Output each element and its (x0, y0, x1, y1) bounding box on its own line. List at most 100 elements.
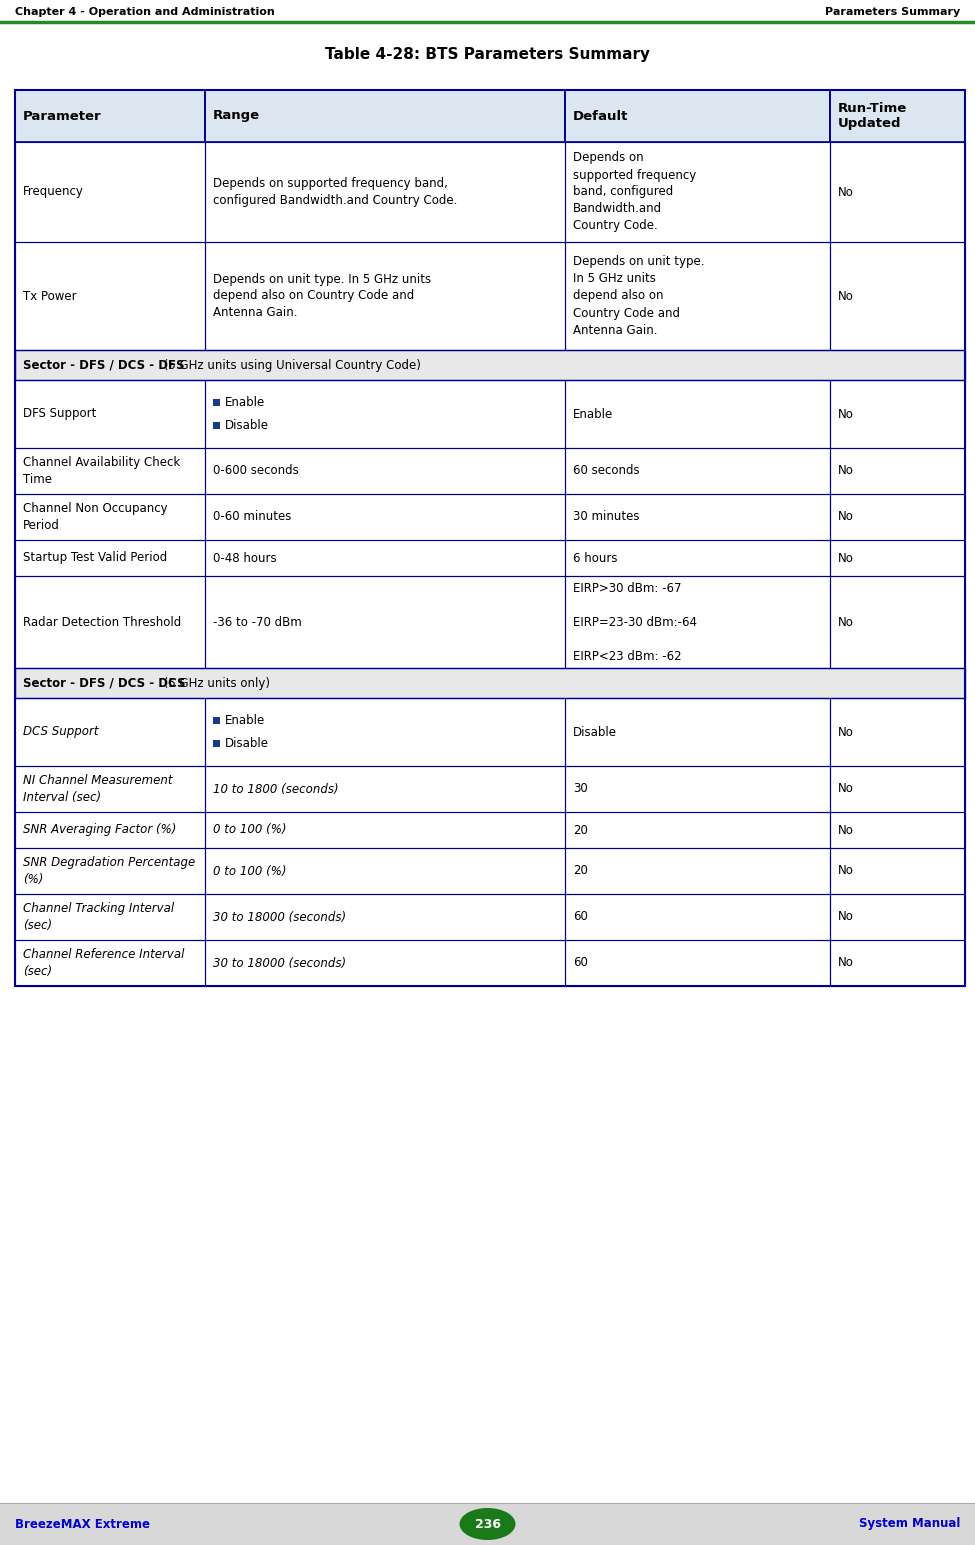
Text: 20: 20 (573, 823, 588, 836)
Bar (565, 448, 830, 494)
Bar (565, 494, 830, 541)
Bar (15, 243, 205, 351)
Bar (830, 698, 965, 766)
Bar (15, 576, 205, 667)
Text: Sector - DFS / DCS - DCS: Sector - DFS / DCS - DCS (23, 677, 185, 689)
Bar (565, 380, 830, 448)
Text: System Manual: System Manual (859, 1517, 960, 1531)
Bar (830, 142, 965, 243)
Bar (830, 380, 965, 448)
Bar (830, 541, 965, 576)
Bar (205, 766, 565, 813)
Bar (830, 243, 965, 351)
Text: Depends on supported frequency band,
configured Bandwidth.and Country Code.: Depends on supported frequency band, con… (213, 178, 457, 207)
Text: No: No (838, 510, 854, 524)
Bar (830, 448, 965, 494)
Text: Enable: Enable (225, 396, 265, 409)
Bar (830, 848, 965, 895)
Bar (205, 243, 565, 351)
Text: 0-48 hours: 0-48 hours (213, 552, 277, 564)
Text: No: No (838, 552, 854, 564)
Bar (213, 422, 220, 430)
Bar (205, 939, 565, 986)
Bar (213, 717, 220, 725)
Bar (15, 494, 205, 541)
Bar (565, 848, 830, 895)
Bar (565, 494, 830, 541)
Bar (15, 939, 205, 986)
Bar (15, 541, 205, 576)
Text: -36 to -70 dBm: -36 to -70 dBm (213, 615, 301, 629)
Bar (15, 895, 205, 939)
Text: Depends on unit type. In 5 GHz units
depend also on Country Code and
Antenna Gai: Depends on unit type. In 5 GHz units dep… (213, 272, 431, 320)
Bar (0, 1503, 975, 1545)
Bar (205, 698, 565, 766)
Bar (205, 90, 565, 142)
Bar (15, 848, 205, 895)
Text: 30 to 18000 (seconds): 30 to 18000 (seconds) (213, 910, 346, 924)
Bar (205, 576, 565, 667)
Bar (830, 766, 965, 813)
Text: EIRP>30 dBm: -67

EIRP=23-30 dBm:-64

EIRP<23 dBm: -62: EIRP>30 dBm: -67 EIRP=23-30 dBm:-64 EIRP… (573, 581, 697, 663)
Bar (205, 698, 565, 766)
Bar (15, 380, 205, 448)
Text: 0 to 100 (%): 0 to 100 (%) (213, 865, 287, 878)
Text: BreezeMAX Extreme: BreezeMAX Extreme (15, 1517, 150, 1531)
Bar (830, 142, 965, 243)
Bar (565, 576, 830, 667)
Text: Disable: Disable (225, 419, 269, 433)
Bar (565, 448, 830, 494)
Text: DCS Support: DCS Support (23, 726, 98, 739)
Text: Startup Test Valid Period: Startup Test Valid Period (23, 552, 168, 564)
Bar (830, 766, 965, 813)
Ellipse shape (459, 1508, 516, 1540)
Bar (15, 766, 205, 813)
Text: 10 to 1800 (seconds): 10 to 1800 (seconds) (213, 782, 338, 796)
Bar (15, 448, 205, 494)
Bar (205, 895, 565, 939)
Bar (15, 813, 205, 848)
Text: Channel Availability Check
Time: Channel Availability Check Time (23, 456, 180, 487)
Text: 60: 60 (573, 910, 588, 924)
Text: 30: 30 (573, 782, 588, 796)
Bar (565, 380, 830, 448)
Bar (830, 813, 965, 848)
Bar (205, 142, 565, 243)
Text: 236: 236 (475, 1517, 500, 1531)
Text: SNR Degradation Percentage
(%): SNR Degradation Percentage (%) (23, 856, 195, 885)
Bar (565, 541, 830, 576)
Bar (205, 243, 565, 351)
Bar (565, 813, 830, 848)
Bar (205, 541, 565, 576)
Bar (205, 848, 565, 895)
Text: Parameter: Parameter (23, 110, 101, 122)
Text: 30 minutes: 30 minutes (573, 510, 640, 524)
Text: 0 to 100 (%): 0 to 100 (%) (213, 823, 287, 836)
Text: Disable: Disable (225, 737, 269, 749)
Bar (565, 848, 830, 895)
Text: No: No (838, 865, 854, 878)
Text: 30 to 18000 (seconds): 30 to 18000 (seconds) (213, 956, 346, 970)
Bar (565, 766, 830, 813)
Text: No: No (838, 910, 854, 924)
Bar (565, 698, 830, 766)
Bar (15, 895, 205, 939)
Bar (205, 813, 565, 848)
Text: 0-600 seconds: 0-600 seconds (213, 465, 298, 477)
Text: No: No (838, 726, 854, 739)
Text: Chapter 4 - Operation and Administration: Chapter 4 - Operation and Administration (15, 8, 275, 17)
Bar (15, 848, 205, 895)
Bar (15, 90, 205, 142)
Bar (15, 351, 965, 380)
Text: Depends on unit type.
In 5 GHz units
depend also on
Country Code and
Antenna Gai: Depends on unit type. In 5 GHz units dep… (573, 255, 705, 337)
Bar (205, 448, 565, 494)
Text: Table 4-28: BTS Parameters Summary: Table 4-28: BTS Parameters Summary (325, 48, 650, 62)
Text: No: No (838, 408, 854, 420)
Bar (205, 766, 565, 813)
Bar (565, 698, 830, 766)
Text: 60: 60 (573, 956, 588, 970)
Text: 6 hours: 6 hours (573, 552, 617, 564)
Bar (830, 494, 965, 541)
Bar (565, 576, 830, 667)
Text: Tx Power: Tx Power (23, 289, 77, 303)
